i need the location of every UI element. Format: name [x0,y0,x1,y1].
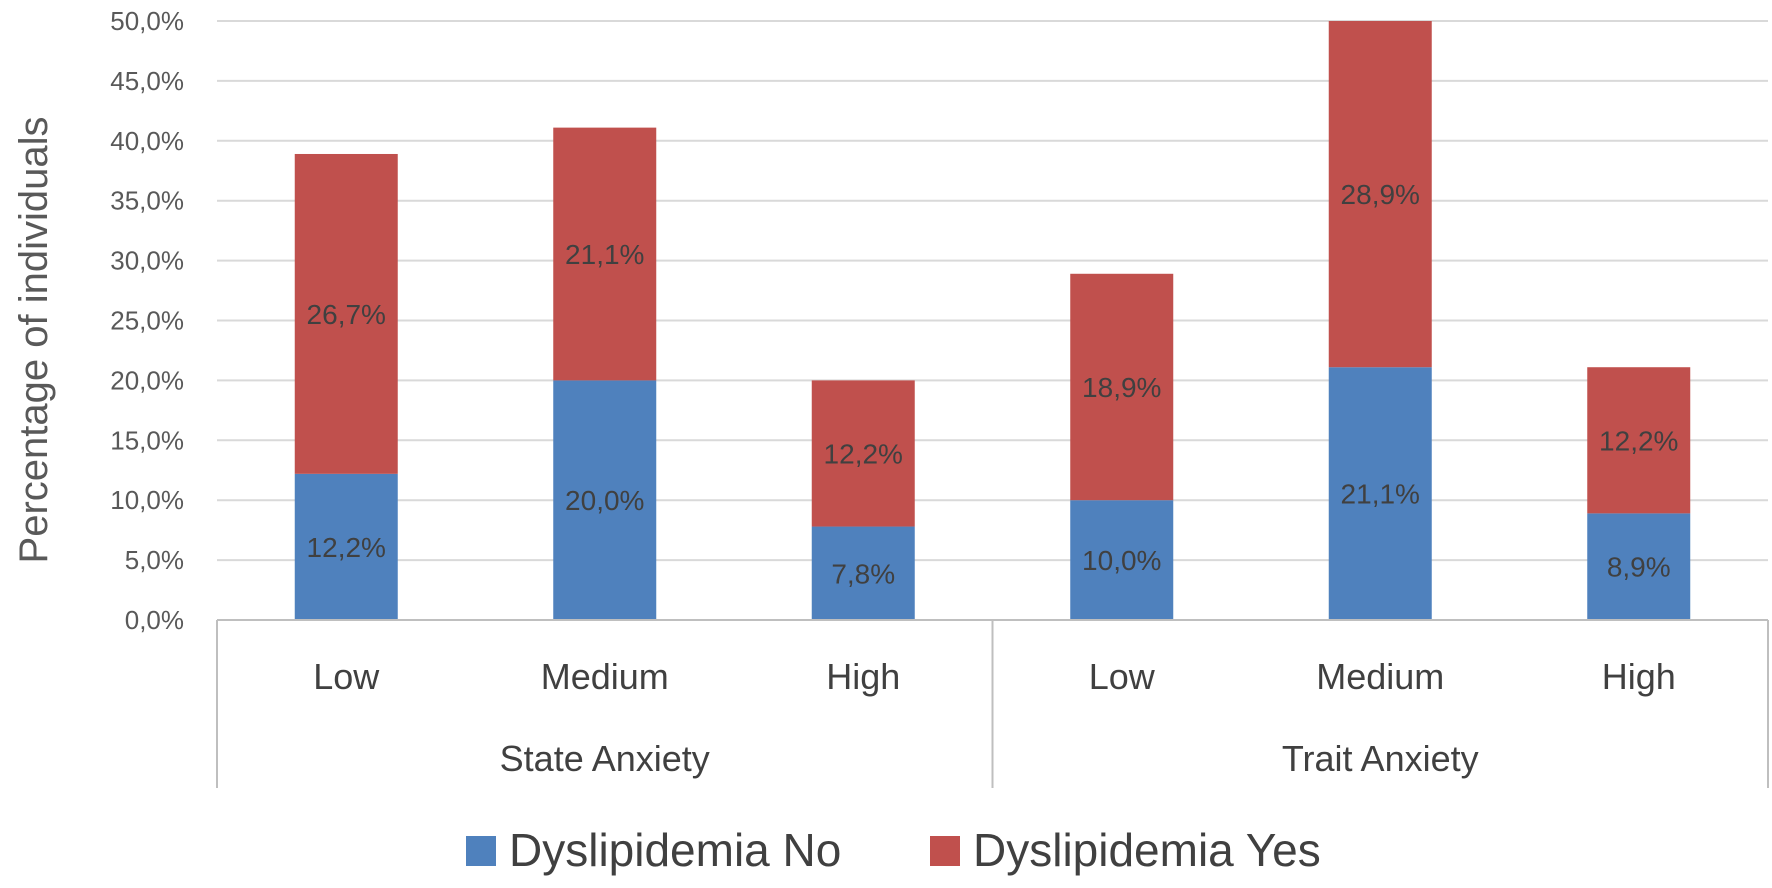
legend: Dyslipidemia No Dyslipidemia Yes [466,824,1321,876]
bar-segment [1070,273,1174,501]
gridlines [217,20,1768,562]
legend-swatch-no [466,836,496,866]
x-category-label: Medium [1316,656,1444,697]
x-category-label: High [826,656,900,697]
bar-data-label: 21,1% [565,239,644,270]
bar-segment [1587,513,1691,620]
bar-data-label: 28,9% [1341,179,1420,210]
x-axis: Low Medium High Low Medium High State Anxiety T… [216,619,1769,788]
bar-data-label: 12,2% [824,438,903,469]
y-tick-label: 0,0% [125,605,184,635]
bar-segment [811,380,915,527]
bar-data-label: 20,0% [565,485,644,516]
y-tick-label: 20,0% [110,365,184,395]
bar-data-label: 7,8% [831,558,895,589]
y-tick-label: 35,0% [110,186,184,216]
bar-data-labels: 12,2% 26,7% 20,0% 21,1% 7,8% 12,2% 10,0% 18,9% 2… [307,179,1679,589]
bar-segment [294,473,398,620]
x-category-label: Low [313,656,380,697]
bar-segment [1328,21,1432,368]
x-category-label: Low [1089,656,1156,697]
legend-swatch-yes [930,836,960,866]
bar-data-label: 10,0% [1082,545,1161,576]
y-axis-title: Percentage of individuals [12,117,56,564]
bars [294,21,1691,620]
legend-label-yes: Dyslipidemia Yes [973,824,1321,876]
y-axis-ticks: 0,0% 5,0% 10,0% 15,0% 20,0% 25,0% 30,0% 35,0% 40… [110,6,184,635]
bar-segment [811,526,915,620]
bar-segment [1587,367,1691,514]
y-tick-label: 15,0% [110,425,184,455]
y-tick-label: 45,0% [110,66,184,96]
bar-segment [553,127,657,381]
bar-segment [1070,500,1174,620]
y-tick-label: 5,0% [125,545,184,575]
y-tick-label: 50,0% [110,6,184,36]
y-tick-label: 25,0% [110,306,184,336]
x-category-label: High [1602,656,1676,697]
x-group-label: Trait Anxiety [1282,738,1479,779]
y-tick-label: 40,0% [110,126,184,156]
legend-label-no: Dyslipidemia No [509,824,841,876]
bar-data-label: 18,9% [1082,372,1161,403]
bar-data-label: 21,1% [1341,479,1420,510]
bar-segment [553,380,657,620]
y-tick-label: 10,0% [110,485,184,515]
bar-data-label: 26,7% [307,299,386,330]
bar-data-label: 8,9% [1607,552,1671,583]
x-group-label: State Anxiety [500,738,710,779]
y-tick-label: 30,0% [110,246,184,276]
bar-data-label: 12,2% [1599,425,1678,456]
bar-segment [294,153,398,474]
x-category-label: Medium [541,656,669,697]
bar-data-label: 12,2% [307,532,386,563]
bar-segment [1328,367,1432,620]
